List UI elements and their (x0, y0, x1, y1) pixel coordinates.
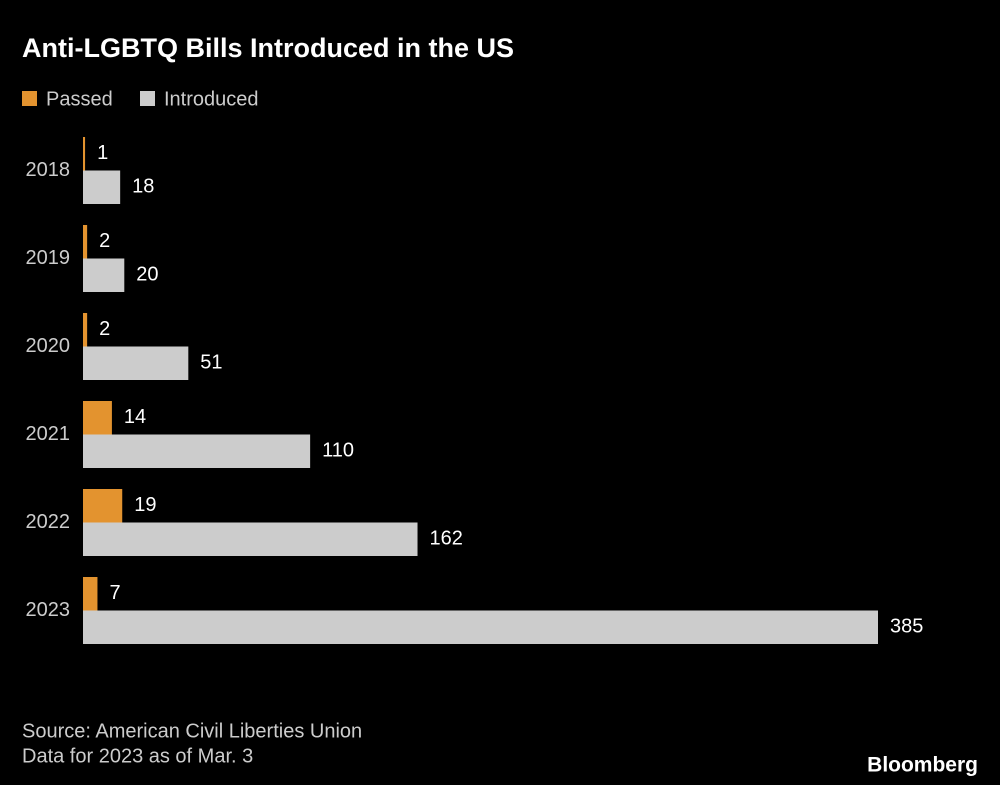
branding: Bloomberg (867, 754, 978, 777)
value-label: 385 (890, 616, 923, 638)
value-label: 19 (134, 494, 156, 516)
y-tick-label: 2021 (26, 423, 71, 445)
note: Data for 2023 as of Mar. 3 (22, 745, 253, 767)
value-label: 2 (99, 318, 110, 340)
y-tick-label: 2020 (26, 335, 71, 357)
bar (83, 137, 86, 171)
value-label: 110 (322, 440, 354, 462)
bar (83, 577, 98, 611)
bar (83, 434, 311, 468)
value-label: 14 (124, 406, 146, 428)
value-label: 2 (99, 230, 110, 252)
y-tick-label: 2019 (26, 247, 71, 269)
value-label: 51 (200, 352, 222, 374)
value-label: 20 (136, 264, 158, 286)
bar (83, 522, 418, 556)
bar (83, 610, 878, 644)
chart-title: Anti-LGBTQ Bills Introduced in the US (22, 33, 514, 63)
bar (83, 489, 123, 523)
value-label: 18 (132, 176, 154, 198)
y-tick-label: 2023 (26, 599, 71, 621)
legend-swatch (22, 91, 37, 106)
bar (83, 401, 112, 435)
bar (83, 313, 88, 347)
bar (83, 346, 189, 380)
value-label: 1 (97, 142, 108, 164)
y-tick-label: 2022 (26, 511, 71, 533)
legend-swatch (140, 91, 155, 106)
y-tick-label: 2018 (26, 159, 71, 181)
legend-label: Passed (46, 88, 113, 110)
legend-label: Introduced (164, 88, 259, 110)
bar (83, 170, 121, 204)
source: Source: American Civil Liberties Union (22, 720, 362, 742)
value-label: 162 (430, 528, 463, 550)
bar (83, 258, 125, 292)
bar (83, 225, 88, 259)
value-label: 7 (109, 582, 120, 604)
